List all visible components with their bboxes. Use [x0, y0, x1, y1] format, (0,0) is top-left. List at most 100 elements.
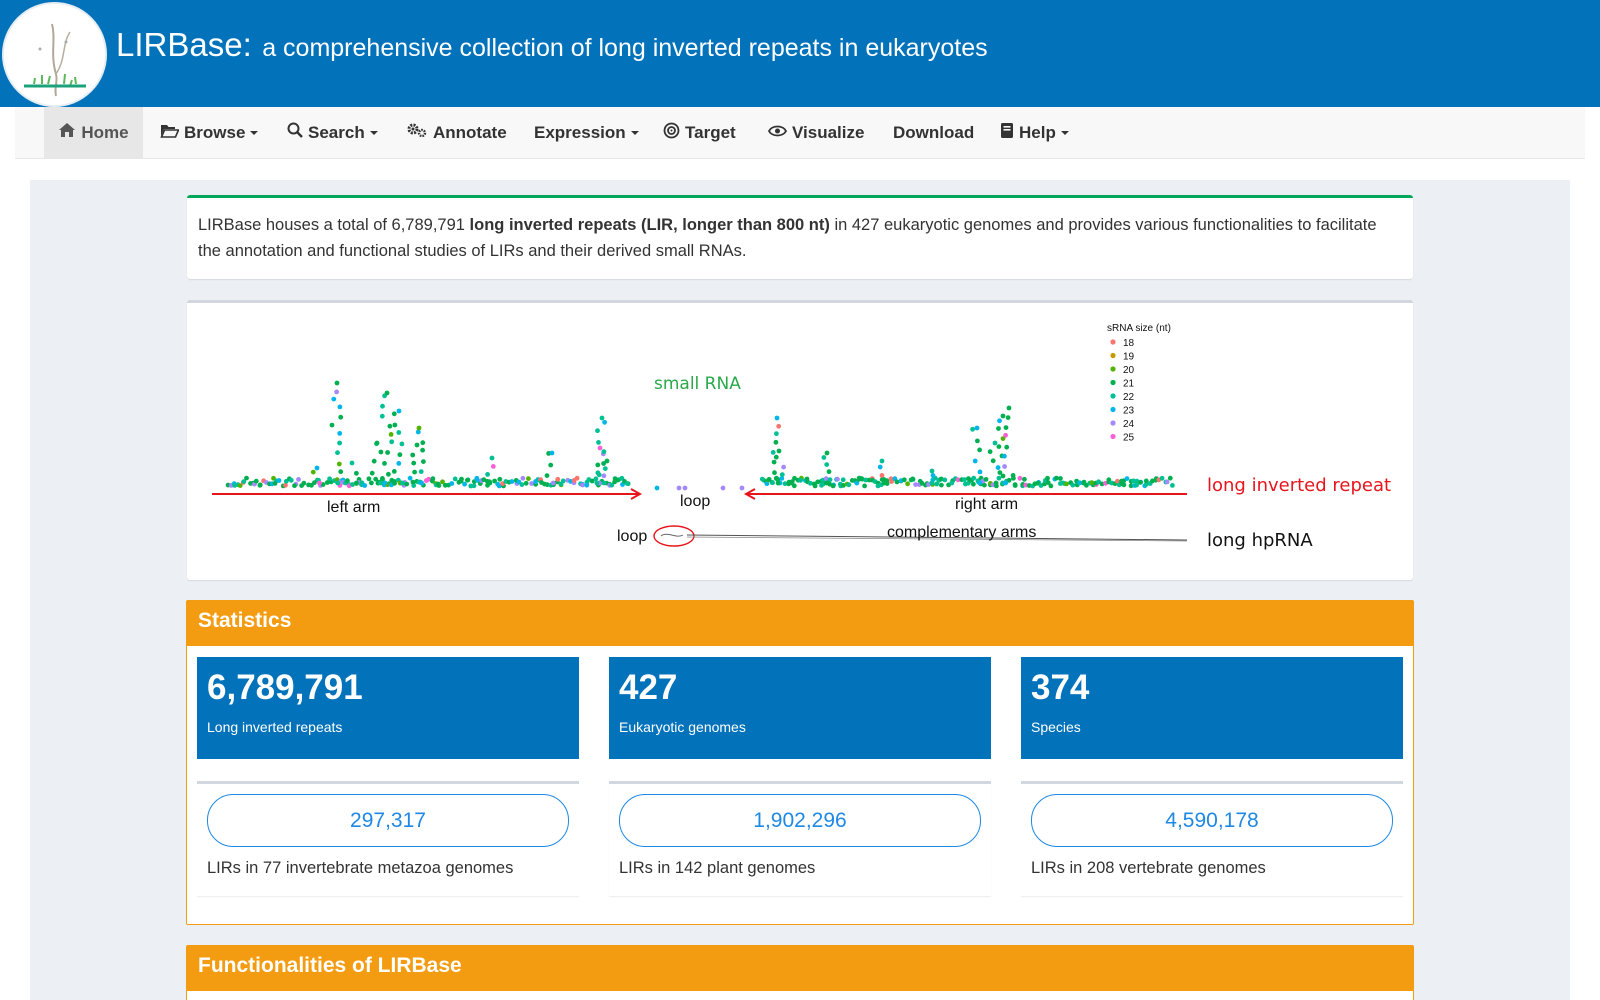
srna-dot: [773, 454, 779, 460]
srna-dot: [1006, 477, 1012, 483]
srna-dot: [366, 476, 372, 482]
srna-dot: [350, 482, 355, 487]
srna-dot: [337, 404, 343, 410]
legend-label: 24: [1123, 419, 1135, 430]
srna-dot: [997, 470, 1003, 475]
srna-dot: [334, 380, 340, 386]
srna-dot: [862, 483, 867, 489]
srna-dot: [497, 476, 503, 482]
srna-dot: [601, 461, 606, 466]
site-brand[interactable]: LIRBase:: [116, 26, 252, 63]
legend-swatch: [1110, 339, 1116, 345]
label-hprna: long hpRNA: [1207, 530, 1313, 551]
invertebrate-count-button[interactable]: 297,317: [207, 794, 569, 847]
srna-dot: [1017, 475, 1023, 481]
srna-dot: [782, 481, 788, 487]
srna-dot: [982, 482, 987, 488]
plant-count-button[interactable]: 1,902,296: [619, 794, 981, 847]
vertebrate-count-button[interactable]: 4,590,178: [1031, 794, 1393, 847]
srna-dot: [462, 481, 467, 487]
srna-dot: [987, 449, 993, 455]
srna-dot: [804, 476, 810, 482]
srna-dot: [949, 480, 955, 486]
srna-dot: [382, 461, 387, 466]
hprna-line: [686, 534, 1188, 541]
srna-dot: [1002, 464, 1007, 469]
srna-dot: [465, 477, 471, 483]
srna-dot: [301, 480, 307, 486]
srna-dot: [452, 476, 458, 482]
srna-dot: [426, 476, 431, 482]
nav-search[interactable]: Search: [287, 107, 378, 158]
srna-dot: [863, 477, 869, 483]
legend-label: 25: [1123, 433, 1135, 444]
nav-visualize[interactable]: Visualize: [767, 107, 864, 158]
srna-dot: [337, 440, 342, 446]
srna-dot: [560, 478, 566, 484]
srna-dot: [354, 470, 359, 476]
srna-dot: [529, 481, 534, 486]
srna-dot: [720, 485, 726, 491]
srna-dot: [380, 403, 385, 409]
srna-dot: [858, 476, 864, 481]
search-icon: [287, 122, 303, 143]
srna-dot: [241, 479, 247, 484]
srna-dot: [992, 440, 998, 446]
label-loop-bottom: loop: [617, 528, 647, 545]
srna-dot: [283, 482, 288, 488]
srna-dot: [593, 476, 599, 482]
srna-dot: [272, 481, 278, 486]
srna-dot: [971, 475, 977, 481]
srna-dot: [840, 477, 846, 483]
srna-dot: [939, 482, 944, 488]
logo[interactable]: [2, 2, 107, 107]
srna-dot: [421, 459, 426, 464]
srna-dot: [237, 483, 243, 488]
srna-dot: [416, 425, 422, 431]
srna-dot: [338, 414, 344, 420]
srna-dot: [1003, 425, 1009, 430]
srna-dot: [764, 481, 770, 487]
srna-dot: [362, 483, 368, 488]
srna-dot: [487, 480, 493, 486]
srna-dot: [389, 439, 395, 445]
srna-dot: [773, 439, 779, 445]
srna-dot: [244, 475, 249, 481]
srna-dot: [772, 470, 777, 476]
srna-dot: [1004, 444, 1010, 450]
loop-circle: [653, 525, 695, 547]
srna-dot: [888, 476, 894, 482]
srna-dot: [1138, 480, 1143, 485]
srna-dot: [292, 483, 297, 489]
srna-dot: [1003, 432, 1008, 438]
legend-label: 20: [1123, 365, 1135, 376]
srna-dot: [759, 476, 765, 482]
srna-dot: [1167, 475, 1173, 481]
srna-dot: [771, 459, 777, 465]
srna-dot: [544, 482, 550, 488]
nav-home[interactable]: Home: [44, 107, 143, 158]
srna-dot: [1000, 413, 1006, 419]
srna-dot: [854, 480, 860, 486]
srna-dot: [374, 440, 380, 446]
srna-dot: [879, 458, 885, 464]
nav-target[interactable]: Target: [663, 107, 736, 158]
srna-dot: [879, 473, 885, 478]
srna-dot: [1003, 480, 1009, 486]
srna-dot: [905, 481, 910, 487]
srna-dot: [1006, 405, 1012, 411]
nav-help[interactable]: Help: [1000, 107, 1069, 158]
srna-dot: [791, 483, 797, 489]
srna-dot: [574, 475, 580, 481]
srna-dot: [955, 477, 961, 483]
srna-dot: [397, 452, 403, 458]
label-lir: long inverted repeat: [1207, 475, 1391, 496]
nav-browse[interactable]: Browse: [160, 107, 259, 158]
srna-dot: [779, 476, 785, 481]
nav-expression[interactable]: Expression: [534, 107, 639, 158]
legend-title: sRNA size (nt): [1107, 323, 1171, 334]
legend-label: 18: [1123, 338, 1135, 349]
nav-annotate[interactable]: Annotate: [406, 107, 507, 158]
srna-dot: [808, 480, 813, 486]
nav-download[interactable]: Download: [893, 107, 974, 158]
